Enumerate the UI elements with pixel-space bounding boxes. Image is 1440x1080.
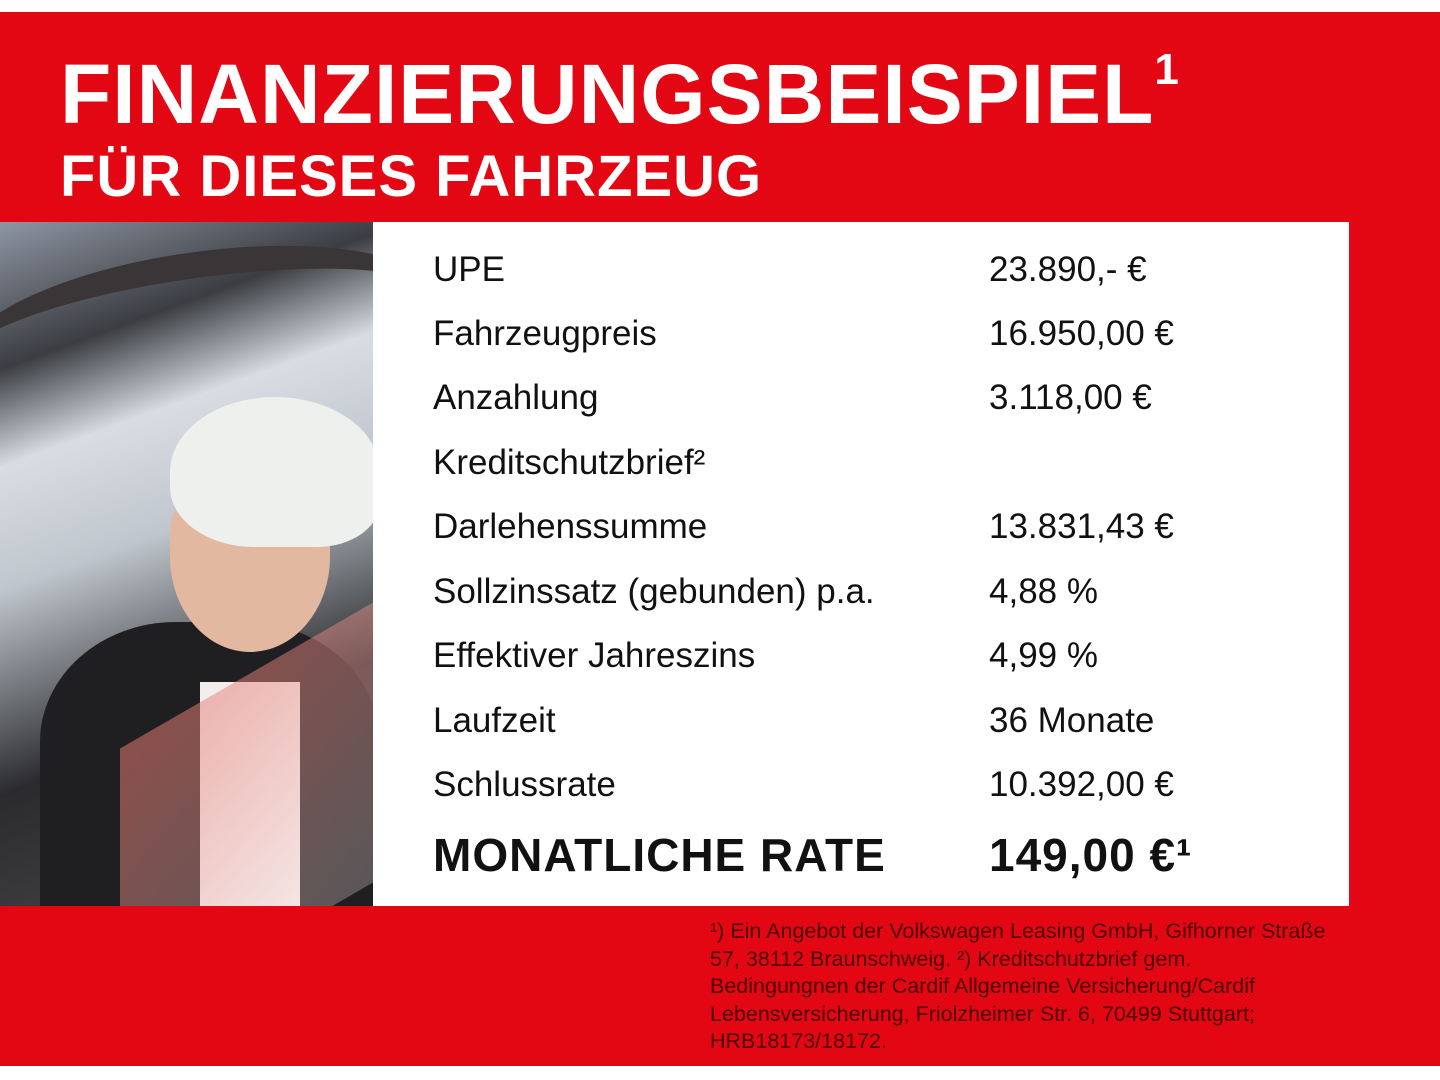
row-value: 13.831,43 € — [989, 507, 1174, 546]
row-label: Laufzeit — [433, 701, 556, 740]
table-row: Anzahlung 3.118,00 € — [433, 378, 1152, 417]
page-title: FINANZIERUNGSBEISPIEL1 — [60, 45, 1180, 141]
row-label: Anzahlung — [433, 378, 599, 417]
row-label: Sollzinssatz (gebunden) p.a. — [433, 572, 875, 611]
monthly-rate-row: MONATLICHE RATE 149,00 €¹ — [433, 829, 1191, 881]
row-value: 36 Monate — [989, 701, 1155, 740]
title-footnote-mark: 1 — [1154, 45, 1180, 94]
table-row: Effektiver Jahreszins 4,99 % — [433, 636, 1098, 675]
monthly-rate-label: MONATLICHE RATE — [433, 829, 886, 881]
row-label: UPE — [433, 250, 505, 289]
table-row: Kreditschutzbrief² — [433, 445, 705, 480]
row-value: 3.118,00 € — [989, 378, 1152, 417]
row-value: 4,99 % — [989, 636, 1098, 675]
row-value: 10.392,00 € — [989, 765, 1174, 804]
table-row: UPE 23.890,- € — [433, 250, 1147, 289]
row-value: 4,88 % — [989, 572, 1098, 611]
table-row: Fahrzeugpreis 16.950,00 € — [433, 314, 1174, 353]
row-label: Darlehenssumme — [433, 507, 708, 546]
woman-in-car-photo — [0, 222, 373, 906]
table-row: Darlehenssumme 13.831,43 € — [433, 507, 1174, 546]
row-value: 16.950,00 € — [989, 314, 1174, 353]
financing-table: UPE 23.890,- € Fahrzeugpreis 16.950,00 € A… — [373, 222, 1349, 906]
row-label: Kreditschutzbrief² — [433, 443, 706, 482]
row-label: Effektiver Jahreszins — [433, 636, 756, 675]
row-label: Fahrzeugpreis — [433, 314, 657, 353]
page-subtitle: FÜR DIESES FAHRZEUG — [60, 144, 763, 209]
footnote: ¹) Ein Angebot der Volkswagen Leasing Gm… — [710, 919, 1326, 1053]
table-row: Laufzeit 36 Monate — [433, 701, 1154, 740]
table-row: Schlussrate 10.392,00 € — [433, 765, 1174, 804]
row-label: Schlussrate — [433, 765, 616, 804]
monthly-rate-value: 149,00 €¹ — [989, 829, 1193, 881]
table-row: Sollzinssatz (gebunden) p.a. 4,88 % — [433, 572, 1098, 611]
row-value: 23.890,- € — [989, 250, 1147, 289]
